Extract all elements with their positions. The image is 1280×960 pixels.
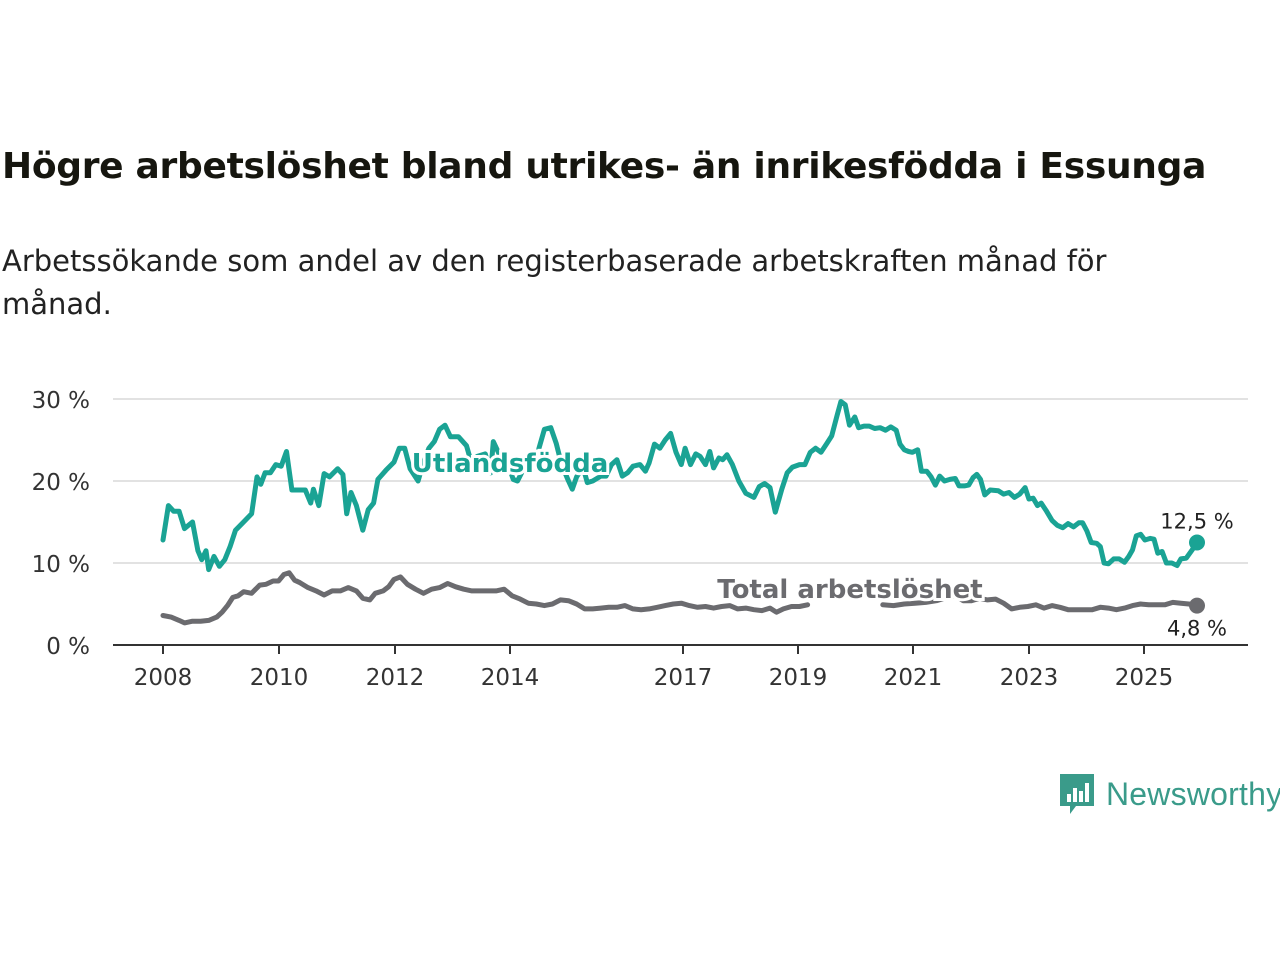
gridlines: [113, 398, 1248, 564]
brand-logo: Newsworthy: [1058, 772, 1280, 816]
x-tick-label: 2014: [481, 665, 540, 691]
series-lines: [160, 399, 1205, 626]
x-tick-label: 2019: [769, 665, 828, 691]
line-chart: 0 % 10 % 20 % 30 % 2008 2010 2012 2014 2017 2019…: [32, 388, 1248, 691]
endpoint-total: [1189, 597, 1205, 614]
end-label-utlandsfodda: 12,5 %: [1160, 510, 1233, 534]
end-label-total: 4,8 %: [1167, 617, 1227, 641]
series-line-total: [160, 570, 811, 626]
newsworthy-logo-icon: [1060, 774, 1094, 814]
x-tick-label: 2010: [250, 665, 309, 691]
y-tick-label: 10 %: [32, 552, 90, 578]
x-tick-label: 2025: [1115, 665, 1174, 691]
y-tick-label: 0 %: [46, 634, 90, 660]
x-tick-label: 2023: [1000, 665, 1059, 691]
series-line-utlandsfodda: [160, 399, 1200, 573]
y-tick-label: 20 %: [32, 470, 90, 496]
brand-name: Newsworthy: [1106, 775, 1280, 812]
series-annotation: Total arbetslöshet: [717, 575, 982, 605]
x-tick-label: 2012: [366, 665, 425, 691]
x-tick-label: 2017: [654, 665, 713, 691]
x-tick-label: 2008: [134, 665, 193, 691]
y-tick-label: 30 %: [32, 388, 90, 414]
x-tick-label: 2021: [884, 665, 943, 691]
series-annotation: Utlandsfödda: [412, 449, 609, 479]
endpoint-utlandsfodda: [1189, 534, 1205, 551]
chart-title: Högre arbetslöshet bland utrikes- än inr…: [2, 146, 1207, 187]
y-axis-ticks: 0 % 10 % 20 % 30 %: [32, 388, 90, 660]
x-axis: 2008 2010 2012 2014 2017 2019 2021 2023 2025: [113, 644, 1248, 691]
series-line-total-cont: [880, 593, 1200, 613]
series-labels: 12,5 % 4,8 % Utlandsfödda Total arbetslöshe…: [409, 446, 1234, 641]
chart-subtitle: Arbetssökande som andel av den registerb…: [2, 244, 1107, 321]
